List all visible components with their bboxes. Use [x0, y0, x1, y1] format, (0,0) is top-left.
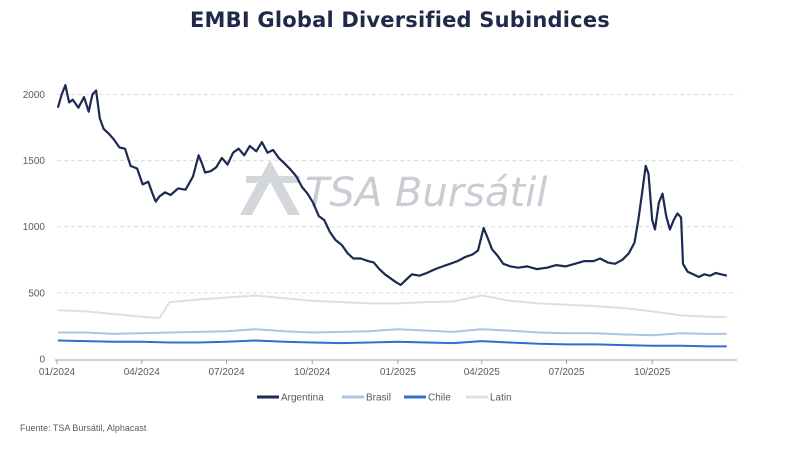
- x-tick-label: 10/2024: [294, 367, 331, 378]
- x-tick-label: 07/2024: [208, 367, 245, 378]
- source-note: Fuente: TSA Bursátil, Alphacast: [20, 423, 147, 433]
- watermark-mark-icon: [240, 160, 300, 215]
- x-tick-label: 10/2025: [634, 367, 671, 378]
- y-tick-label: 0: [39, 355, 45, 366]
- series-line-argentina: [56, 84, 728, 286]
- y-axis-ticks: 0 500 1000 1500 2000: [23, 90, 46, 366]
- y-tick-label: 2000: [23, 90, 46, 101]
- x-tick-label: 07/2025: [548, 367, 585, 378]
- series-line-brasil: [57, 328, 727, 337]
- x-tick-label: 04/2024: [124, 367, 161, 378]
- watermark-logo: TSA Bursátil: [240, 160, 547, 216]
- chart-title: EMBI Global Diversified Subindices: [190, 8, 610, 32]
- y-tick-label: 500: [28, 288, 45, 299]
- x-tick-label: 01/2025: [380, 367, 417, 378]
- y-tick-label: 1500: [23, 156, 46, 167]
- grid-lines: [57, 93, 737, 294]
- x-tick-label: 01/2024: [39, 367, 76, 378]
- legend-label-brasil: Brasil: [366, 393, 391, 404]
- series-lines: [56, 84, 728, 348]
- y-tick-label: 1000: [23, 222, 46, 233]
- legend: Argentina Brasil Chile Latin: [257, 393, 512, 404]
- legend-label-chile: Chile: [428, 393, 451, 404]
- series-line-latin: [57, 294, 727, 319]
- watermark-text: TSA Bursátil: [305, 170, 547, 216]
- series-line-chile: [57, 339, 727, 348]
- legend-label-argentina: Argentina: [281, 393, 324, 404]
- legend-label-latin: Latin: [490, 393, 512, 404]
- x-axis: 01/2024 04/2024 07/2024 10/2024 01/2025 04/20…: [39, 359, 737, 378]
- x-tick-label: 04/2025: [464, 367, 501, 378]
